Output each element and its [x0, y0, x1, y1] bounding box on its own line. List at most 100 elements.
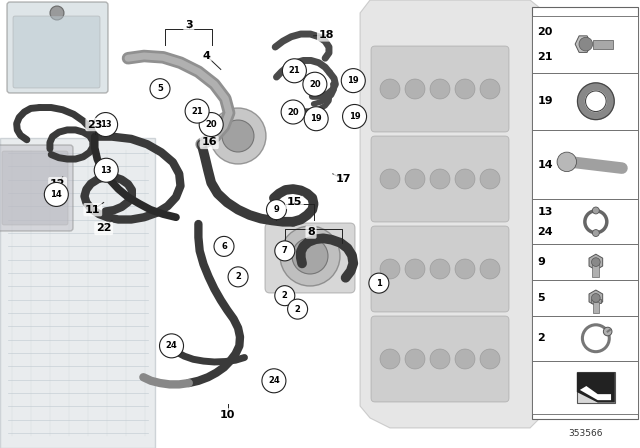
Polygon shape: [586, 91, 606, 112]
FancyBboxPatch shape: [371, 316, 509, 402]
Circle shape: [430, 259, 450, 279]
Circle shape: [341, 69, 365, 93]
Text: 20: 20: [287, 108, 299, 116]
FancyBboxPatch shape: [371, 226, 509, 312]
Polygon shape: [580, 386, 611, 400]
Bar: [532, 280, 638, 316]
FancyBboxPatch shape: [265, 223, 355, 293]
Text: 14: 14: [51, 190, 62, 199]
Circle shape: [292, 238, 328, 274]
Bar: [532, 316, 638, 361]
Circle shape: [199, 112, 223, 137]
Text: 23: 23: [87, 120, 102, 129]
Polygon shape: [575, 36, 591, 52]
Text: 24: 24: [166, 341, 177, 350]
Circle shape: [93, 112, 118, 137]
Text: 13: 13: [538, 207, 553, 217]
Text: 353566: 353566: [568, 429, 602, 438]
FancyBboxPatch shape: [371, 46, 509, 132]
Text: 5: 5: [157, 84, 163, 93]
Text: 24: 24: [268, 376, 280, 385]
Bar: [532, 16, 638, 73]
Bar: [577, 372, 615, 403]
Text: 4: 4: [202, 51, 210, 60]
Circle shape: [430, 349, 450, 369]
Bar: [591, 299, 601, 303]
Text: 1: 1: [376, 279, 382, 288]
Circle shape: [405, 169, 425, 189]
Circle shape: [593, 229, 599, 237]
Circle shape: [185, 99, 209, 123]
Bar: [532, 130, 638, 199]
Text: 21: 21: [538, 52, 553, 62]
Circle shape: [282, 59, 307, 83]
Text: 14: 14: [538, 159, 553, 170]
FancyBboxPatch shape: [371, 136, 509, 222]
Circle shape: [266, 200, 287, 220]
Circle shape: [228, 267, 248, 287]
Text: 12: 12: [50, 179, 65, 189]
Text: 9: 9: [274, 205, 279, 214]
Circle shape: [210, 108, 266, 164]
Text: 19: 19: [310, 114, 322, 123]
Text: 13: 13: [100, 120, 111, 129]
FancyBboxPatch shape: [13, 16, 100, 88]
Circle shape: [480, 79, 500, 99]
Bar: [532, 199, 638, 244]
Text: 18: 18: [319, 30, 334, 40]
Text: 8: 8: [307, 227, 315, 237]
Circle shape: [281, 100, 305, 124]
Circle shape: [380, 79, 400, 99]
Circle shape: [405, 79, 425, 99]
Bar: [532, 244, 638, 280]
Bar: [594, 209, 598, 234]
Circle shape: [405, 259, 425, 279]
Circle shape: [455, 169, 475, 189]
Text: 2: 2: [294, 305, 301, 314]
Circle shape: [591, 293, 600, 302]
Bar: [532, 361, 638, 414]
Text: 21: 21: [289, 66, 300, 75]
Circle shape: [94, 158, 118, 182]
Polygon shape: [589, 290, 603, 306]
Circle shape: [557, 152, 577, 172]
Text: 21: 21: [191, 107, 203, 116]
Circle shape: [455, 79, 475, 99]
Circle shape: [430, 169, 450, 189]
Polygon shape: [577, 83, 614, 120]
Circle shape: [262, 369, 286, 393]
Text: 19: 19: [538, 96, 553, 106]
Bar: [532, 73, 638, 130]
Circle shape: [150, 79, 170, 99]
Bar: [593, 39, 612, 49]
Text: 20: 20: [205, 120, 217, 129]
Text: 6: 6: [221, 242, 227, 251]
Circle shape: [303, 72, 327, 96]
Text: 24: 24: [538, 227, 553, 237]
Text: 3: 3: [185, 20, 193, 30]
Text: 11: 11: [85, 205, 100, 215]
Circle shape: [579, 37, 593, 51]
Text: 2: 2: [538, 333, 545, 343]
Text: 2: 2: [235, 272, 241, 281]
Text: 22: 22: [96, 224, 111, 233]
Circle shape: [275, 286, 295, 306]
Circle shape: [591, 258, 600, 267]
Circle shape: [380, 169, 400, 189]
Text: 20: 20: [309, 80, 321, 89]
Circle shape: [222, 120, 254, 152]
Circle shape: [304, 107, 328, 131]
Text: 5: 5: [538, 293, 545, 303]
Circle shape: [455, 349, 475, 369]
Circle shape: [275, 241, 295, 261]
Text: 19: 19: [349, 112, 360, 121]
Circle shape: [430, 79, 450, 99]
Circle shape: [604, 327, 612, 336]
Circle shape: [480, 349, 500, 369]
Text: 2: 2: [282, 291, 288, 300]
Circle shape: [50, 6, 64, 20]
Bar: [592, 262, 600, 277]
Text: 15: 15: [287, 198, 302, 207]
Text: 9: 9: [538, 257, 545, 267]
Bar: [532, 7, 638, 419]
